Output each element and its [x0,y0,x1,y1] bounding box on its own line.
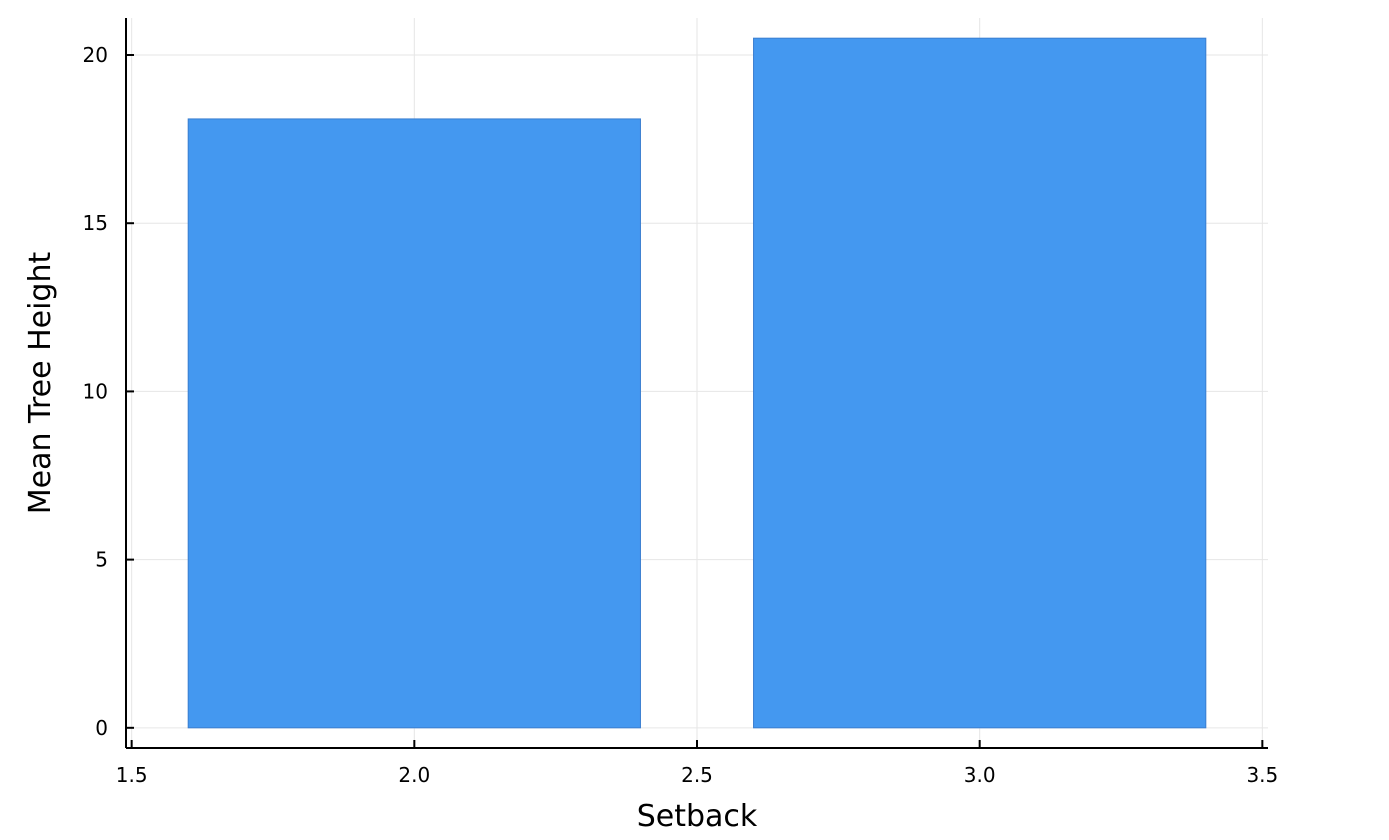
x-tick-label: 2.5 [681,763,713,787]
x-tick-label: 3.5 [1246,763,1278,787]
y-tick-label: 20 [83,43,108,67]
y-tick-label: 15 [83,211,108,235]
bar [187,118,641,729]
ticks: 1.5 2.0 2.5 3.0 3.5 0 5 10 15 20 [83,43,1279,787]
x-tick-label: 2.0 [398,763,430,787]
y-tick-label: 5 [95,548,108,572]
x-tick-label: 3.0 [964,763,996,787]
x-axis-title: Setback [637,799,758,834]
y-axis-title: Mean Tree Height [23,252,58,515]
y-tick-label: 10 [83,379,108,403]
x-tick-label: 1.5 [116,763,148,787]
y-tick-label: 0 [95,716,108,740]
bars [187,37,1207,729]
bar [753,37,1207,729]
